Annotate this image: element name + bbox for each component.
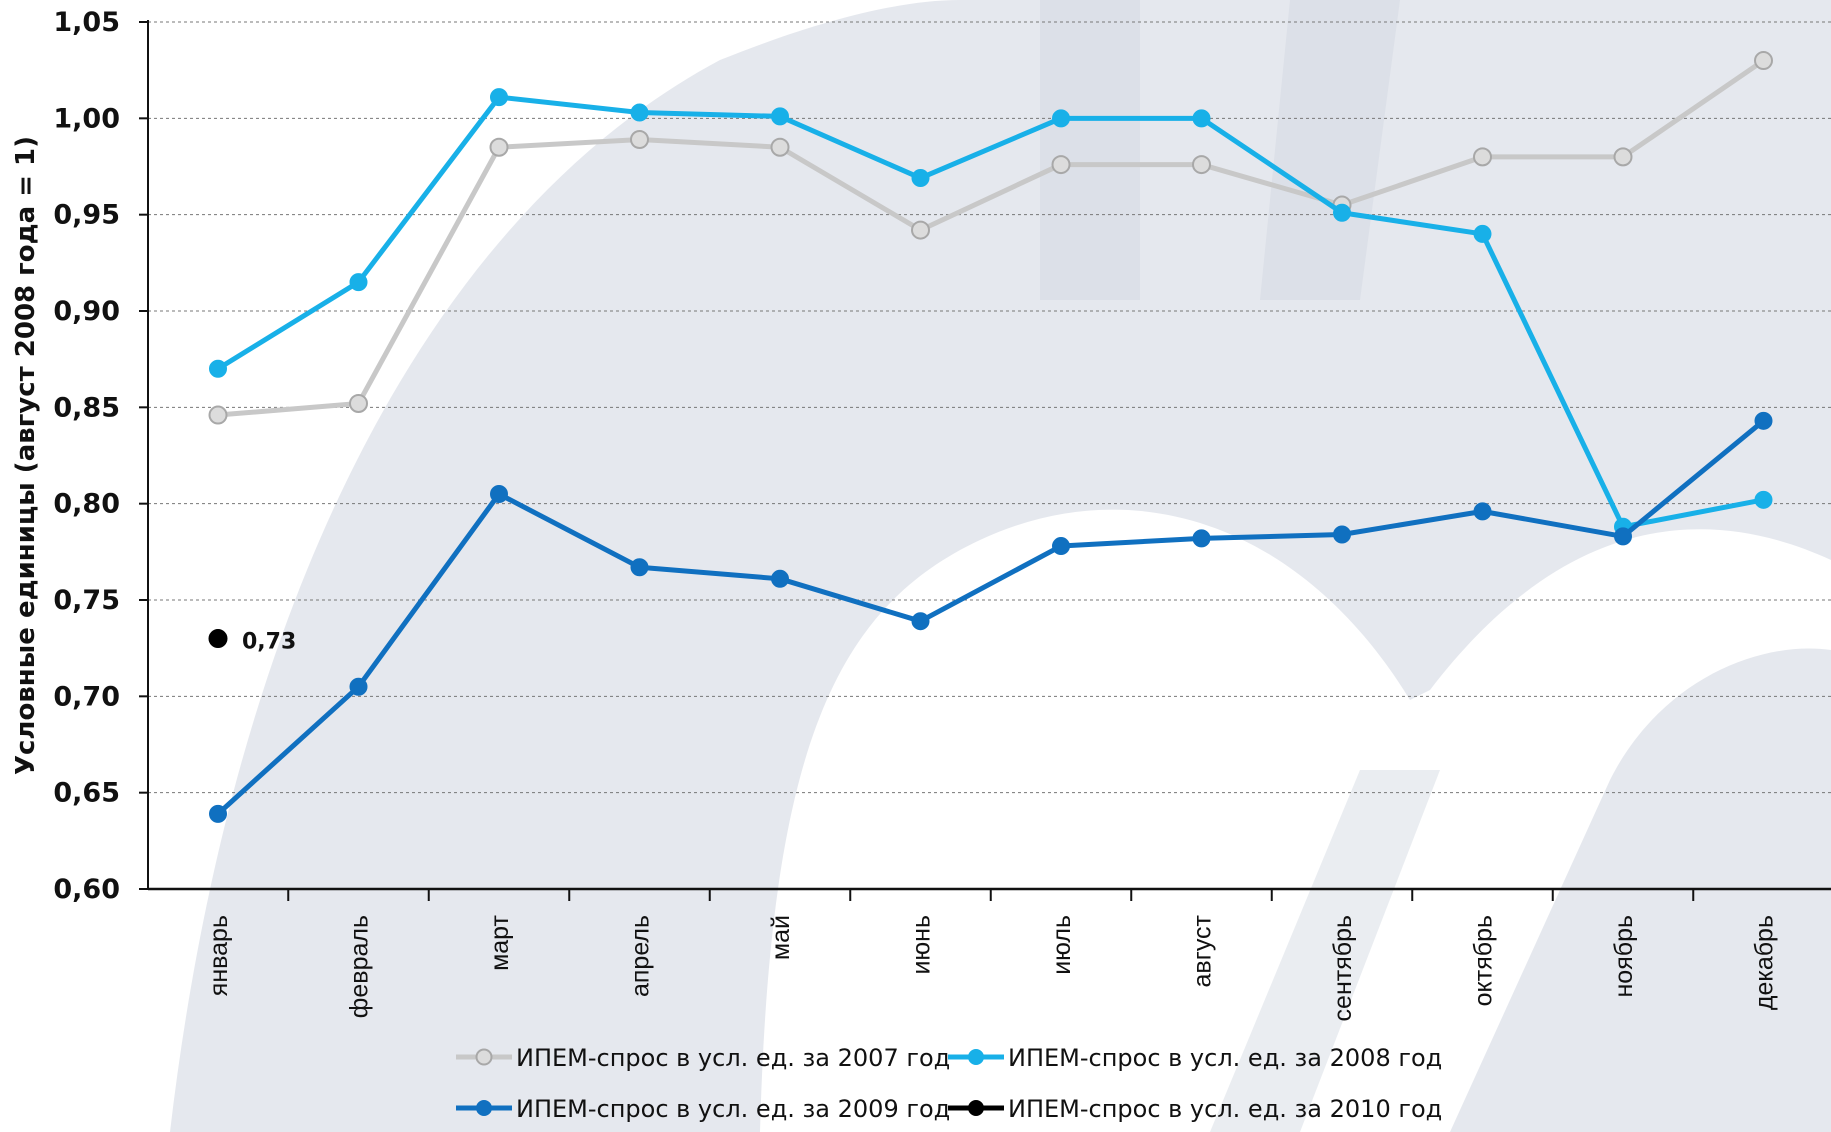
legend-item: ИПЕМ-спрос в усл. ед. за 2007 год [456,1044,950,1072]
data-point [1051,155,1071,175]
data-point [208,405,228,425]
data-point [911,220,930,240]
data-point [770,137,790,157]
x-tick-label: сентябрь [1329,915,1357,1021]
legend-label: ИПЕМ-спрос в усл. ед. за 2008 год [1008,1044,1442,1072]
legend-swatch-marker [968,1049,984,1065]
data-point [630,103,649,122]
data-label: 0,73 [242,630,296,655]
series-line [217,58,1765,418]
x-tick-label: декабрь [1751,915,1779,1010]
data-point [1333,203,1351,222]
watermark-logo [170,0,1831,1132]
data-point [1613,147,1633,167]
data-point [349,273,368,292]
data-point [1754,490,1773,509]
y-tick-label: 0,85 [53,392,120,423]
y-tick-label: 0,90 [53,296,120,327]
data-point [1473,224,1492,243]
y-tick-label: 1,00 [53,103,120,134]
legend-swatch-marker [968,1100,984,1116]
y-tick-label: 0,95 [53,200,120,231]
data-point [1754,411,1773,430]
y-tick-label: 0,65 [53,778,120,809]
series-line [216,94,1764,530]
data-point [1333,525,1351,544]
data-point [1473,502,1492,521]
data-point [208,629,228,649]
data-point [349,677,368,696]
data-point [1473,147,1492,167]
data-point [771,107,789,126]
y-tick-label: 0,80 [53,489,120,520]
data-point [630,130,649,150]
y-tick-label: 0,70 [53,681,120,712]
series-line [216,418,1766,816]
x-tick-label: март [486,914,514,970]
x-tick-label: январь [205,915,233,996]
data-point [911,612,930,631]
x-tick-label: май [767,915,795,960]
x-tick-label: апрель [627,915,655,997]
data-point [1192,109,1211,128]
x-tick-label: июль [1048,915,1076,975]
x-tick-label: ноябрь [1610,915,1638,998]
data-point [1052,109,1070,128]
legend-swatch-marker [476,1100,492,1116]
legend-label: ИПЕМ-спрос в усл. ед. за 2007 год [516,1044,950,1072]
y-tick-label: 0,60 [53,874,120,905]
data-point [630,558,649,577]
data-point [209,804,227,823]
data-point [490,88,508,107]
legend-item: ИПЕМ-спрос в усл. ед. за 2009 год [456,1095,950,1123]
x-tick-label: февраль [346,915,374,1018]
x-tick-label: август [1189,914,1217,987]
y-tick-label: 1,05 [53,7,120,38]
y-axis-title: Условные единицы (август 2008 года = 1) [11,136,41,775]
data-point [1614,527,1632,546]
series-0 [208,51,1773,425]
data-point [771,569,789,588]
axes: 0,60 0,65 0,70 0,75 0,80 0,85 0,90 0,95 1,00 1,05… [11,7,1831,1021]
data-point [349,393,368,413]
x-tick-label: июнь [908,915,936,975]
x-tick-label: октябрь [1470,915,1498,1006]
data-point [209,359,227,378]
data-point [490,485,508,504]
series-2 [209,411,1773,823]
legend-item: ИПЕМ-спрос в усл. ед. за 2010 год [948,1095,1442,1123]
data-point [1192,529,1211,548]
data-point [911,169,930,188]
legend-item: ИПЕМ-спрос в усл. ед. за 2008 год [948,1044,1442,1072]
grid-lines [148,21,1831,794]
series-3 [208,629,228,649]
legend-swatch-marker [475,1048,493,1066]
legend: ИПЕМ-спрос в усл. ед. за 2007 год ИПЕМ-сп… [456,1044,1442,1123]
legend-label: ИПЕМ-спрос в усл. ед. за 2010 год [1008,1095,1442,1123]
data-point [1192,155,1211,175]
legend-label: ИПЕМ-спрос в усл. ед. за 2009 год [516,1095,950,1123]
series-layer: 0,73 [208,51,1773,823]
y-tick-label: 0,75 [53,585,120,616]
series-1 [209,88,1773,536]
data-point [1754,51,1773,71]
data-point [489,137,509,157]
data-point [1052,537,1070,556]
